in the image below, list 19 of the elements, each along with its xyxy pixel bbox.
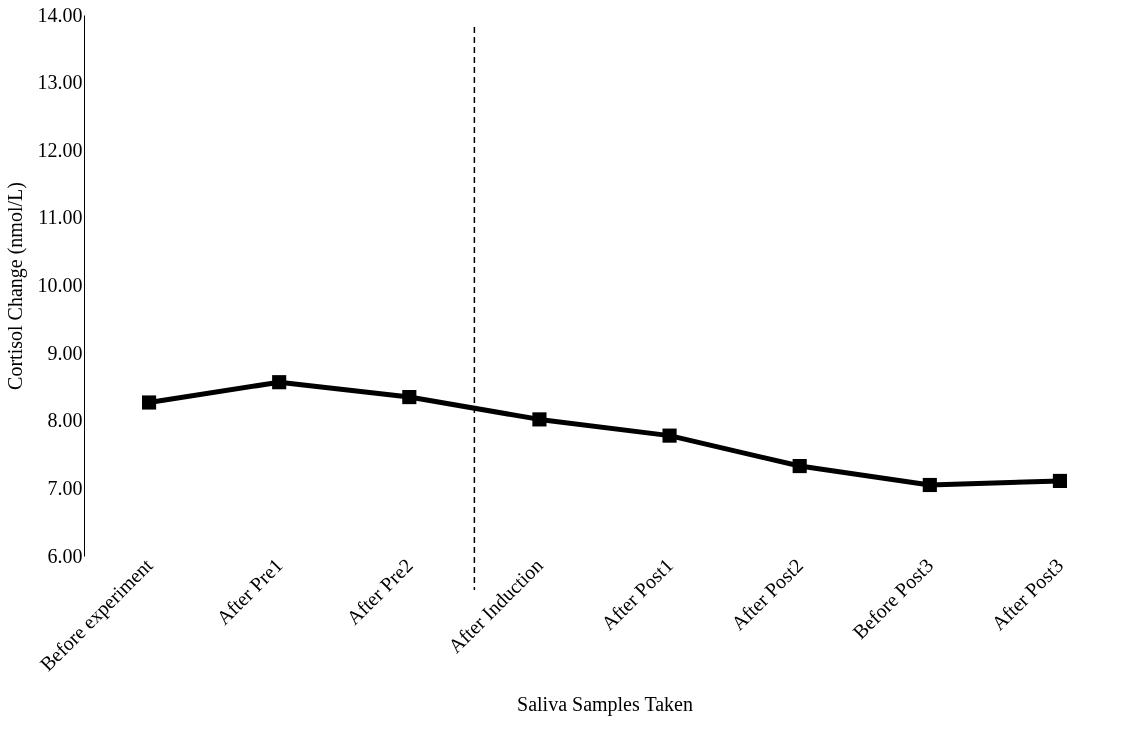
y-tick-label: 12.00 xyxy=(37,138,83,161)
y-tick-label: 10.00 xyxy=(37,274,83,296)
point xyxy=(922,477,937,493)
y-tick-label: 7.00 xyxy=(47,476,83,499)
point xyxy=(141,395,157,410)
y-tick-label: 9.00 xyxy=(47,341,83,364)
y-axis-title: Cortisol Change (nmol/L) xyxy=(3,182,27,390)
point xyxy=(792,458,807,474)
point xyxy=(532,412,547,427)
y-tick-label: 14.00 xyxy=(37,3,83,26)
point xyxy=(662,428,677,443)
x-axis-title: Saliva Samples Taken xyxy=(517,693,693,717)
y-tick-label: 13.00 xyxy=(37,71,83,94)
y-tick-label: 6.00 xyxy=(47,544,83,567)
point xyxy=(1052,473,1068,489)
point xyxy=(402,390,417,405)
y-tick-label: 11.00 xyxy=(38,206,83,229)
point xyxy=(272,375,287,390)
y-tick-label: 8.00 xyxy=(47,409,83,432)
